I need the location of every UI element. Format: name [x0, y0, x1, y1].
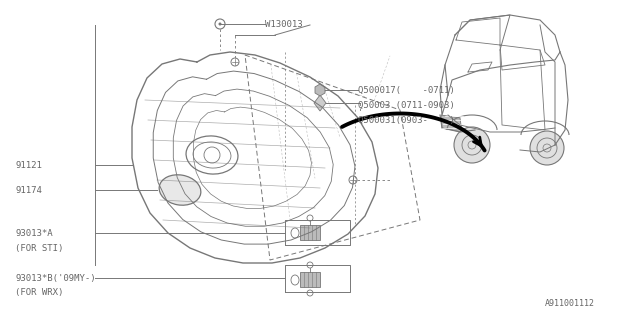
Circle shape: [307, 290, 313, 296]
Polygon shape: [441, 115, 462, 132]
Polygon shape: [315, 84, 325, 96]
Circle shape: [349, 176, 357, 184]
Circle shape: [215, 19, 225, 29]
Text: (FOR WRX): (FOR WRX): [15, 289, 63, 298]
Polygon shape: [300, 225, 320, 240]
Text: Q50003 (0711-0903): Q50003 (0711-0903): [358, 100, 455, 109]
Text: (FOR STI): (FOR STI): [15, 244, 63, 252]
Circle shape: [530, 131, 564, 165]
Polygon shape: [300, 272, 320, 287]
Text: 91121: 91121: [15, 161, 42, 170]
Circle shape: [218, 22, 221, 26]
Circle shape: [307, 215, 313, 221]
Polygon shape: [314, 95, 326, 111]
Circle shape: [231, 58, 239, 66]
Text: 91174: 91174: [15, 186, 42, 195]
Text: 93013*B('09MY-): 93013*B('09MY-): [15, 274, 95, 283]
Circle shape: [307, 262, 313, 268]
Ellipse shape: [159, 175, 201, 205]
Text: A911001112: A911001112: [545, 299, 595, 308]
Circle shape: [454, 127, 490, 163]
Text: 93013*A: 93013*A: [15, 228, 52, 237]
Text: Q500031(0903-    ): Q500031(0903- ): [358, 116, 455, 124]
Text: W130013: W130013: [265, 20, 303, 28]
Text: Q500017(    -0711): Q500017( -0711): [358, 85, 455, 94]
